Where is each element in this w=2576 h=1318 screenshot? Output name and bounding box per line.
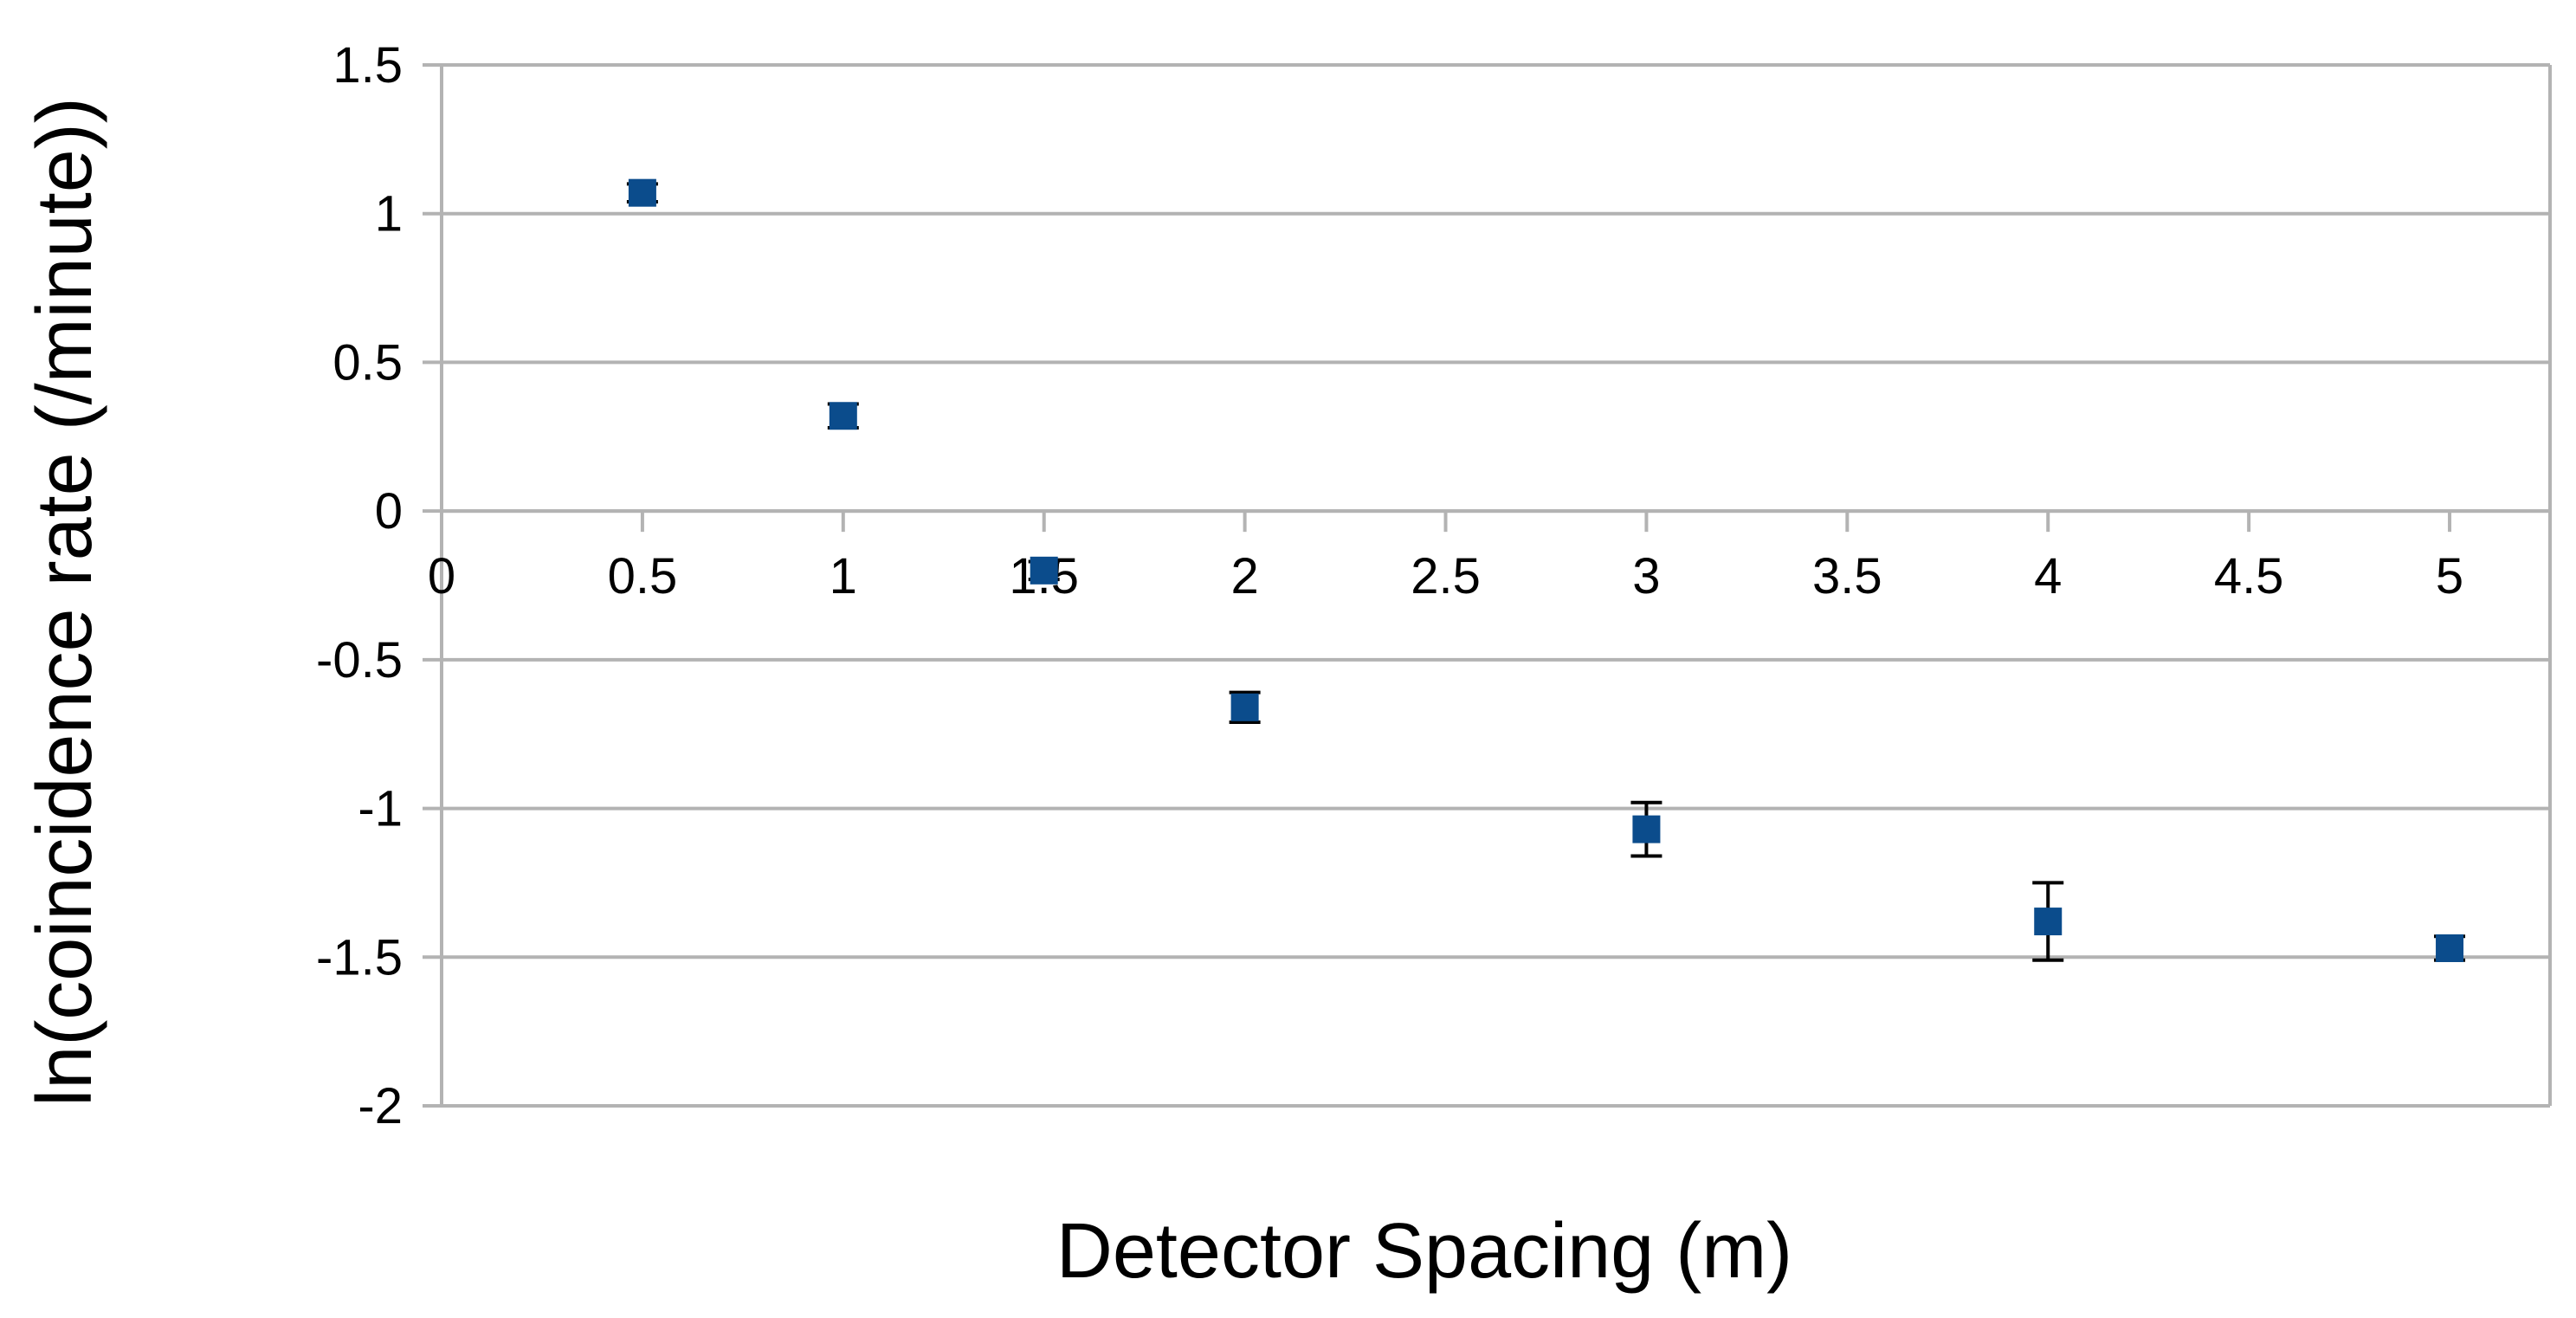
y-tick-label: -0.5 bbox=[316, 632, 403, 688]
data-point bbox=[626, 178, 658, 207]
data-point bbox=[1229, 690, 1261, 724]
x-axis-tick-labels: 00.511.522.533.544.55 bbox=[428, 548, 2463, 604]
x-tick-label: 0 bbox=[428, 548, 455, 604]
data-marker bbox=[1230, 693, 1259, 721]
x-axis-title: Detector Spacing (m) bbox=[1056, 1208, 1792, 1295]
x-tick-label: 2 bbox=[1230, 548, 1258, 604]
x-tick-label: 0.5 bbox=[608, 548, 678, 604]
x-tick-label: 1 bbox=[830, 548, 857, 604]
x-tick-label: 4 bbox=[2034, 548, 2062, 604]
y-tick-label: -1 bbox=[358, 781, 403, 837]
data-marker bbox=[2436, 934, 2464, 962]
x-tick-label: 5 bbox=[2436, 548, 2463, 604]
y-axis-tick-labels: 1.5 1 0.5 0 -0.5 -1 -1.5 -2 bbox=[316, 37, 403, 1134]
y-axis-title: ln(coincidence rate (/minute)) bbox=[22, 97, 108, 1106]
data-marker bbox=[1632, 815, 1661, 843]
data-point bbox=[827, 402, 859, 430]
y-tick-label: 1 bbox=[375, 186, 403, 242]
data-marker bbox=[829, 402, 857, 430]
data-point bbox=[1630, 800, 1662, 858]
data-marker bbox=[1030, 556, 1058, 585]
y-tick-label: 0.5 bbox=[332, 334, 403, 391]
x-tick-label: 3.5 bbox=[1812, 548, 1882, 604]
data-point bbox=[2434, 934, 2466, 962]
data-point bbox=[1028, 556, 1060, 585]
data-points bbox=[626, 178, 2466, 962]
y-tick-label: -2 bbox=[358, 1078, 403, 1134]
x-tick-label: 3 bbox=[1632, 548, 1660, 604]
data-marker bbox=[628, 178, 656, 207]
data-marker bbox=[2034, 908, 2063, 936]
y-tick-label: 1.5 bbox=[332, 37, 403, 94]
y-tick-label: 0 bbox=[375, 483, 403, 539]
y-tick-label: -1.5 bbox=[316, 929, 403, 985]
x-tick-label: 4.5 bbox=[2214, 548, 2284, 604]
x-tick-label: 2.5 bbox=[1411, 548, 1481, 604]
gridlines bbox=[423, 63, 2552, 1108]
data-point bbox=[2032, 881, 2064, 962]
